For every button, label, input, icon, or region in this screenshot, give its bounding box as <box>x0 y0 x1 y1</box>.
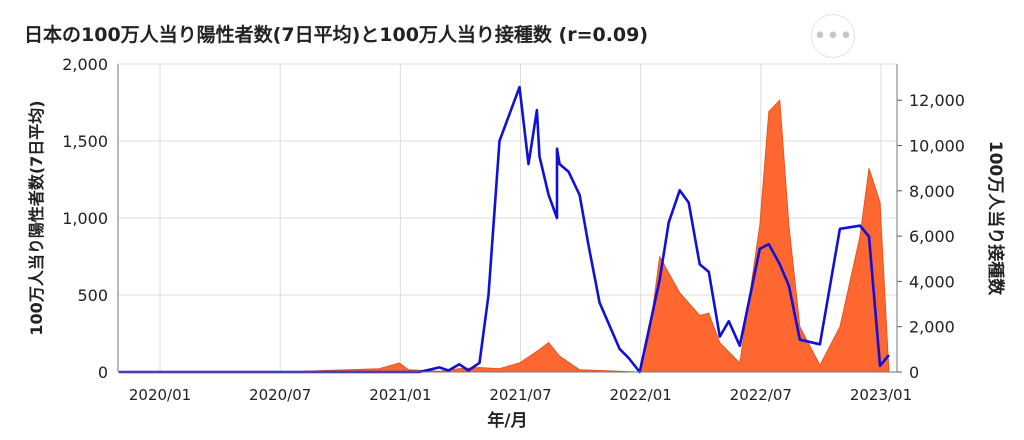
y-right-tick-label: 0 <box>909 363 919 382</box>
ellipsis-icon: ••• <box>813 23 853 49</box>
x-tick-label: 2020/07 <box>249 386 311 404</box>
y-right-tick-label: 6,000 <box>909 227 955 246</box>
y-left-axis-title: 100万人当り陽性者数(7日平均) <box>27 100 46 335</box>
y-left-tick-label: 500 <box>77 286 108 305</box>
y-right-tick-label: 10,000 <box>909 137 965 156</box>
x-tick-label: 2022/07 <box>730 386 792 404</box>
vaccinations-area <box>118 99 898 373</box>
y-left-tick-label: 0 <box>98 363 108 382</box>
more-options-button[interactable]: ••• <box>811 14 855 58</box>
x-tick-label: 2023/01 <box>850 386 912 404</box>
y-right-tick-label: 8,000 <box>909 182 955 201</box>
y-right-axis-title: 100万人当り接種数 <box>985 141 1006 296</box>
y-left-tick-label: 2,000 <box>62 55 108 74</box>
x-tick-label: 2021/01 <box>369 386 431 404</box>
x-axis-title: 年/月 <box>487 410 527 431</box>
x-tick-label: 2020/01 <box>129 386 191 404</box>
y-right-tick-label: 2,000 <box>909 318 955 337</box>
cases-line <box>119 85 890 374</box>
y-left-tick-label: 1,500 <box>62 132 108 151</box>
y-right-tick-label: 4,000 <box>909 272 955 291</box>
y-left-tick-label: 1,000 <box>62 209 108 228</box>
x-tick-label: 2022/01 <box>610 386 672 404</box>
y-right-tick-label: 12,000 <box>909 91 965 110</box>
x-tick-label: 2021/07 <box>489 386 551 404</box>
chart-title: 日本の100万人当り陽性者数(7日平均)と100万人当り接種数 (r=0.09) <box>24 24 649 46</box>
